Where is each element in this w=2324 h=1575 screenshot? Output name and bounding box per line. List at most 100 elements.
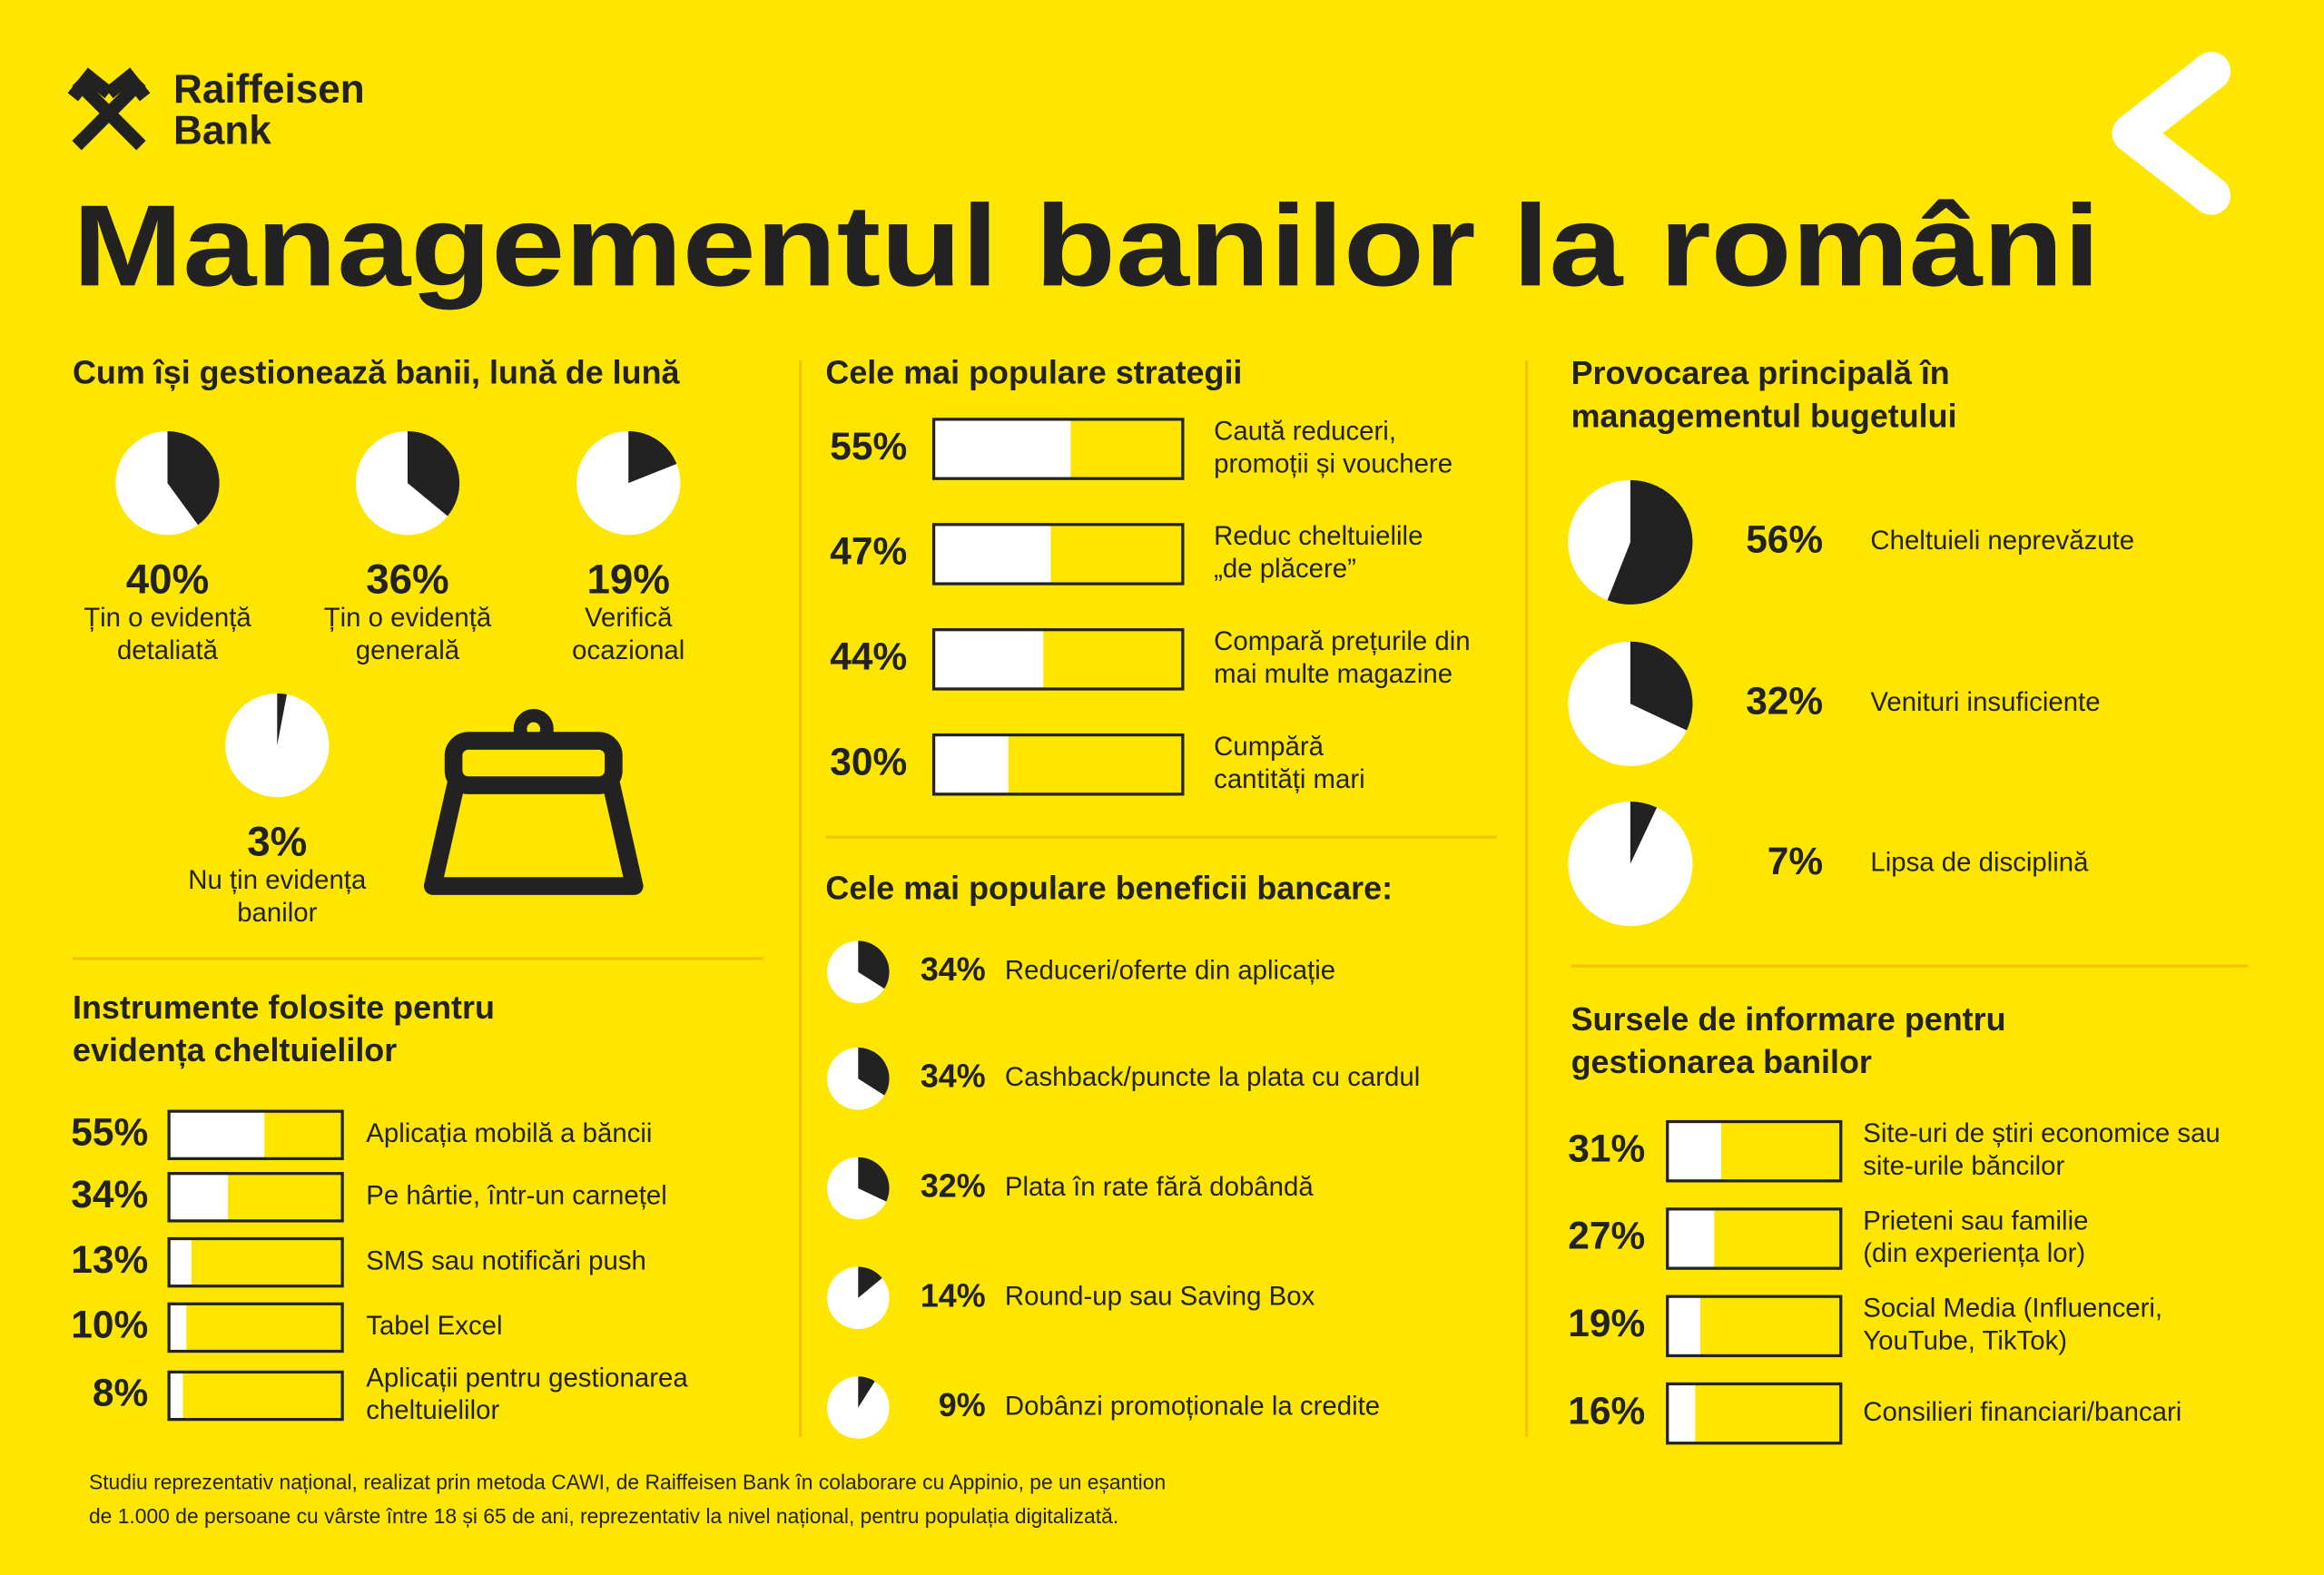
pie-slice — [628, 430, 677, 484]
bar-fill — [1667, 1208, 1715, 1269]
bar-fill — [1667, 1383, 1696, 1443]
value-label: 47% — [830, 530, 907, 573]
value-label: 44% — [830, 635, 907, 678]
item-text: ocazional — [572, 635, 684, 665]
bar-fill — [1667, 1121, 1721, 1181]
item-text: Tabel Excel — [366, 1311, 502, 1341]
footnote: de 1.000 de persoane cu vârste între 18 … — [89, 1504, 1118, 1528]
value-label: 13% — [71, 1238, 148, 1281]
section-title: Cum își gestionează banii, lună de lună — [73, 353, 681, 390]
item-text: Venituri insuficiente — [1870, 687, 2100, 717]
item-text: promoții și vouchere — [1214, 448, 1452, 478]
bar-frame — [167, 1370, 344, 1422]
brand-name: Bank — [173, 109, 271, 153]
item-text: mai multe magazine — [1214, 659, 1452, 689]
bar-frame — [1666, 1294, 1843, 1358]
section-title: Cele mai populare strategii — [825, 353, 1242, 390]
item-text: YouTube, TikTok) — [1863, 1326, 2067, 1356]
value-label: 31% — [1568, 1127, 1645, 1169]
item-text: (din experiența lor) — [1863, 1238, 2085, 1268]
value-label: 56% — [1746, 518, 1823, 561]
chevron — [2112, 52, 2231, 215]
value-label: 36% — [366, 556, 448, 603]
item-text: SMS sau notificări push — [366, 1245, 646, 1275]
item-text: Nu țin evidența — [188, 865, 367, 895]
pie-slice — [858, 1266, 882, 1298]
pie-slice — [277, 693, 288, 745]
bar-fill — [933, 734, 1009, 794]
main-title: Managementul banilor la români — [73, 181, 2100, 310]
item-text: Țin o evidență — [84, 603, 251, 633]
bar-frame — [1666, 1119, 1843, 1183]
bar-fill — [169, 1173, 229, 1221]
value-label: 34% — [921, 1058, 986, 1095]
item-text: Round-up sau Saving Box — [1005, 1282, 1315, 1312]
bar-fill — [169, 1372, 183, 1420]
bar-fill — [169, 1238, 192, 1286]
section-title: Cele mai populare beneficii bancare: — [825, 869, 1393, 906]
item-text: cheltuielilor — [366, 1395, 499, 1425]
item-text: Lipsa de disciplină — [1870, 847, 2089, 877]
item-text: Țin o evidență — [324, 603, 492, 633]
pie-slice — [858, 1157, 890, 1202]
section-title: Provocarea principală în — [1571, 354, 1950, 391]
value-label: 16% — [1568, 1389, 1645, 1432]
section-title: Instrumente folosite pentru — [73, 989, 495, 1026]
value-label: 34% — [921, 950, 986, 988]
value-label: 34% — [71, 1173, 148, 1216]
bar-frame — [167, 1109, 344, 1160]
item-text: Plata în rate fără dobândă — [1005, 1172, 1314, 1202]
value-label: 27% — [1568, 1215, 1645, 1257]
value-label: 30% — [830, 740, 907, 783]
item-text: Prieteni sau familie — [1863, 1206, 2088, 1235]
bar-frame — [931, 418, 1185, 480]
section-title: gestionarea banilor — [1571, 1043, 1872, 1080]
pie-slice — [407, 430, 460, 517]
value-label: 40% — [126, 556, 209, 603]
value-label: 19% — [1568, 1302, 1645, 1344]
pie-slice — [167, 430, 220, 526]
value-label: 14% — [921, 1276, 986, 1314]
value-label: 32% — [1746, 680, 1823, 723]
item-text: generală — [356, 635, 460, 665]
bar-frame — [1666, 1382, 1843, 1445]
item-text: Aplicația mobilă a băncii — [366, 1118, 652, 1148]
pie-slice — [858, 940, 890, 989]
value-label: 32% — [921, 1166, 986, 1204]
value-label: 9% — [939, 1386, 986, 1423]
value-label: 7% — [1768, 840, 1823, 882]
item-text: Reduc cheltuielile — [1214, 521, 1423, 551]
item-text: Pe hârtie, într-un carnețel — [366, 1181, 667, 1211]
pie-slice — [1630, 641, 1693, 731]
value-label: 19% — [587, 556, 670, 603]
pie-slice — [1630, 802, 1658, 864]
footnote: Studiu reprezentativ național, realizat … — [89, 1471, 1166, 1494]
item-text: „de plăcere” — [1214, 554, 1356, 584]
item-text: Dobânzi promoționale la credite — [1005, 1391, 1380, 1421]
value-label: 55% — [830, 425, 907, 468]
pie-slice — [858, 1047, 890, 1096]
value-label: 8% — [93, 1372, 148, 1414]
bar-fill — [169, 1304, 187, 1352]
bar-frame — [931, 628, 1185, 691]
bar-fill — [933, 418, 1071, 479]
bar-frame — [931, 733, 1185, 796]
item-text: Cheltuieli neprevăzute — [1870, 526, 2134, 556]
section-title: Sursele de informare pentru — [1571, 1000, 2006, 1038]
item-text: banilor — [237, 898, 317, 928]
item-text: Cumpără — [1214, 732, 1324, 762]
bar-frame — [167, 1236, 344, 1288]
item-text: Social Media (Influenceri, — [1863, 1294, 2162, 1324]
item-text: Reduceri/oferte din aplicație — [1005, 955, 1335, 985]
bar-fill — [933, 629, 1044, 689]
bar-frame — [167, 1302, 344, 1354]
purse-icon — [423, 708, 644, 895]
pie-slice — [1607, 479, 1693, 605]
dividers — [73, 359, 2249, 1438]
section-title: evidența cheltuielilor — [73, 1031, 397, 1068]
item-text: Cashback/puncte la plata cu cardul — [1005, 1062, 1420, 1092]
item-text: Site-uri de știri economice sau — [1863, 1118, 2221, 1148]
value-label: 55% — [71, 1110, 148, 1153]
